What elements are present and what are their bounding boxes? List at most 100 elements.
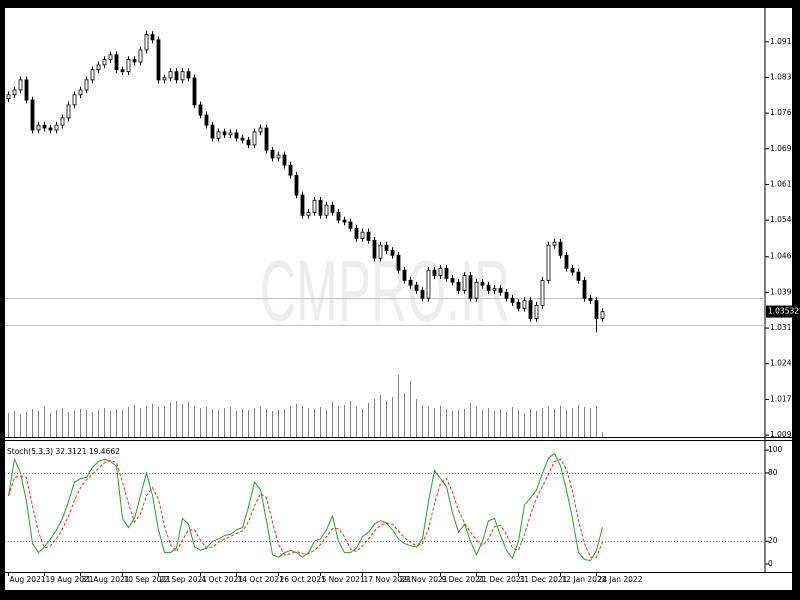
x-tick-label: 9 Dec 2021 [442,575,485,584]
candle-body [558,241,563,256]
x-tick-label: Aug 2021 [10,575,46,584]
candle-body [72,94,77,106]
candle-body [144,34,149,51]
y-tick-label: 1.06170 [770,179,800,188]
candle-body [246,139,251,146]
candle-body [564,254,569,269]
candle-body [6,94,11,100]
candle-body [84,79,89,91]
candle-body [414,284,419,291]
candle-body [78,89,83,96]
candle-body [552,241,557,246]
candle-body [300,194,305,216]
candle-body [504,292,509,299]
candle-body [420,290,425,299]
y-tick-label: 1.08390 [770,72,800,81]
x-tick-label: 12 Jan 2022 [562,575,607,584]
candle-body [450,278,455,283]
x-tick-label: 31 Aug 2021 [82,575,130,584]
y-tick-label: 0 [768,559,773,568]
candle-body [168,71,173,79]
candle-body [276,154,281,159]
candle-body [48,127,53,131]
candle-body [468,275,473,299]
candle-body [426,269,431,299]
candle-body [210,124,215,139]
candle-body [312,199,317,213]
candle-body [522,300,527,309]
candle-body [228,132,233,136]
y-tick-label: 1.07650 [770,108,800,117]
y-tick-label: 1.05430 [770,215,800,224]
y-tick-label: 1.02450 [770,359,800,368]
candle-body [360,231,365,239]
candle-body [516,302,521,309]
candle-body [594,300,599,319]
candle-body [510,297,515,303]
candle-body [540,279,545,306]
y-tick-label: 1.03190 [770,323,800,332]
watermark: CMPRO.IR [260,244,510,340]
candle-body [342,219,347,223]
candle-body [498,288,503,293]
candle-body [366,231,371,241]
candle-body [600,311,605,319]
x-tick-label: 29 Nov 2021 [400,575,448,584]
candle-body [330,204,335,213]
x-tick-label: 24 Jan 2022 [598,575,643,584]
candle-body [402,269,407,281]
candle-body [174,71,179,81]
candle-body [150,34,155,41]
candle-body [180,71,185,81]
candle-body [462,275,467,291]
candle-body [138,49,143,63]
candle-body [186,71,191,79]
y-tick-label: 1.00970 [770,430,800,439]
x-tick-label: 22 Sep 2021 [160,575,208,584]
candle-body [396,254,401,271]
candle-body [132,59,137,63]
candle-body [318,199,323,216]
candle-body [336,211,341,221]
candle-body [216,131,221,139]
candle-body [126,59,131,73]
y-tick-label: 20 [768,536,778,545]
y-tick-label: 80 [768,468,778,477]
candle-body [258,127,263,133]
candle-body [270,149,275,159]
candle-body [546,244,551,281]
candle-body [66,104,71,119]
candle-body [42,124,47,129]
x-tick-label: 5 Nov 2021 [322,575,365,584]
candle-body [576,271,581,281]
candle-body [204,114,209,126]
bid-label: 1.03532 [768,307,799,316]
bid-box [766,305,793,318]
candle-body [582,279,587,299]
candle-body [156,39,161,81]
candle-body [588,297,593,301]
candle-body [192,77,197,106]
candle-body [348,221,353,229]
candle-body [384,244,389,251]
candle-body [288,164,293,176]
y-tick-label: 1.01710 [770,394,800,403]
candle-body [456,281,461,291]
candle-body [390,250,395,256]
candle-body [306,211,311,216]
candle-body [282,154,287,166]
x-tick-label: 31 Dec 2021 [520,575,568,584]
x-tick-label: 21 Dec 2021 [478,575,526,584]
candle-body [294,174,299,196]
candle-body [378,244,383,259]
candle-body [534,305,539,319]
candle-body [222,131,227,136]
y-tick-label: 100 [768,445,783,454]
y-tick-label: 1.04670 [770,252,800,261]
y-tick-label: 1.06910 [770,144,800,153]
candle-body [486,284,491,291]
candle-body [114,54,119,71]
candle-body [444,267,449,279]
